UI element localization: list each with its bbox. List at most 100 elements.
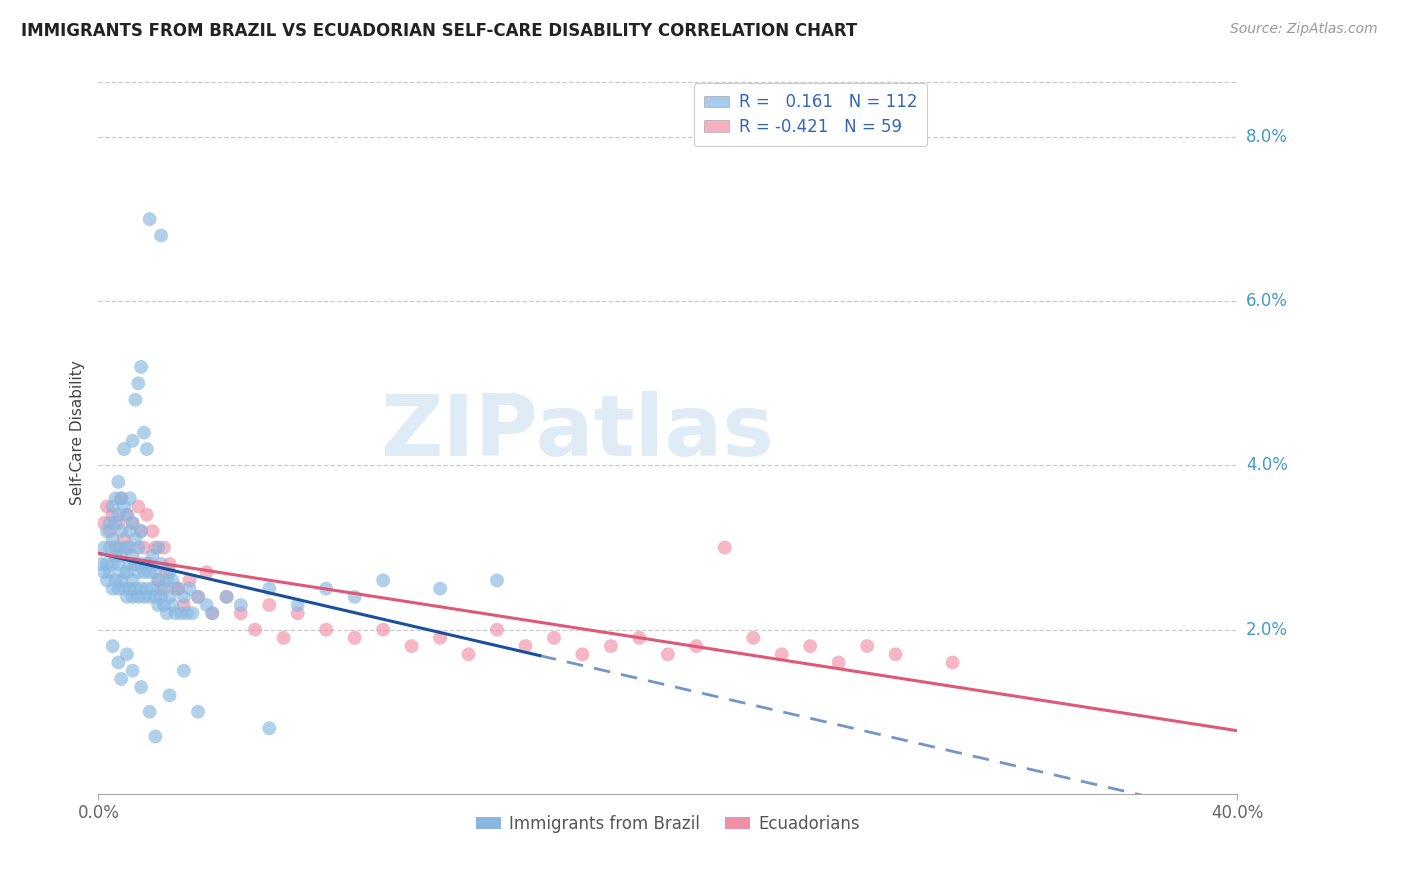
Point (110, 549, 132, 563)
Point (124, 533, 146, 547)
Point (259, 582, 281, 596)
Point (173, 590, 195, 604)
Point (215, 590, 238, 604)
Point (107, 557, 129, 571)
Point (179, 582, 201, 596)
Point (127, 565, 149, 579)
Point (429, 582, 451, 596)
Point (176, 607, 198, 621)
Point (110, 524, 132, 538)
Point (187, 590, 209, 604)
Point (173, 598, 195, 612)
Point (195, 565, 218, 579)
Point (159, 590, 181, 604)
Point (742, 631, 765, 645)
Point (127, 590, 149, 604)
Point (571, 648, 593, 662)
Point (118, 557, 141, 571)
Point (195, 598, 218, 612)
Point (121, 516, 143, 530)
Point (167, 582, 190, 596)
Point (179, 574, 201, 588)
Point (93, 541, 115, 555)
Point (101, 508, 124, 522)
Point (486, 574, 509, 588)
Point (98, 524, 121, 538)
Point (129, 582, 152, 596)
Point (110, 574, 132, 588)
Point (107, 656, 129, 670)
Point (173, 664, 195, 678)
Point (112, 533, 135, 547)
Point (150, 590, 173, 604)
Point (343, 631, 366, 645)
Point (141, 582, 163, 596)
Point (162, 598, 184, 612)
Point (150, 582, 173, 596)
Point (159, 557, 181, 571)
Point (110, 672, 132, 686)
Point (112, 582, 135, 596)
Point (153, 598, 176, 612)
Point (343, 590, 366, 604)
Point (104, 574, 127, 588)
Point (657, 648, 679, 662)
Point (115, 508, 138, 522)
Point (101, 639, 124, 653)
Point (121, 590, 143, 604)
Point (165, 607, 187, 621)
Point (135, 442, 157, 456)
Point (515, 639, 537, 653)
Point (135, 557, 157, 571)
Point (112, 500, 135, 514)
Point (770, 648, 793, 662)
Point (148, 598, 170, 612)
Point (167, 582, 190, 596)
Point (118, 491, 141, 506)
Point (243, 623, 266, 637)
Point (201, 607, 224, 621)
Point (121, 434, 143, 448)
Point (129, 524, 152, 538)
Point (110, 491, 132, 506)
Point (162, 574, 184, 588)
Point (138, 565, 160, 579)
Point (153, 541, 176, 555)
Point (159, 565, 181, 579)
Point (118, 541, 141, 555)
Point (90, 557, 112, 571)
Point (229, 607, 252, 621)
Point (145, 541, 167, 555)
Point (115, 508, 138, 522)
Point (124, 557, 146, 571)
Point (93, 565, 115, 579)
Point (884, 648, 907, 662)
Point (132, 565, 155, 579)
Point (107, 541, 129, 555)
Point (600, 639, 623, 653)
Point (115, 565, 138, 579)
Text: 4.0%: 4.0% (1246, 457, 1288, 475)
Point (104, 549, 127, 563)
Point (124, 582, 146, 596)
Point (156, 574, 179, 588)
Point (135, 582, 157, 596)
Point (628, 631, 651, 645)
Point (170, 607, 193, 621)
Point (486, 623, 509, 637)
Point (127, 541, 149, 555)
Point (121, 516, 143, 530)
Text: IMMIGRANTS FROM BRAZIL VS ECUADORIAN SELF-CARE DISABILITY CORRELATION CHART: IMMIGRANTS FROM BRAZIL VS ECUADORIAN SEL… (21, 22, 858, 40)
Point (215, 590, 238, 604)
Point (145, 730, 167, 744)
Point (145, 590, 167, 604)
Point (110, 491, 132, 506)
Point (714, 541, 737, 555)
Point (187, 705, 209, 719)
Point (856, 639, 879, 653)
Point (129, 680, 152, 694)
Point (118, 524, 141, 538)
Point (141, 524, 163, 538)
Point (145, 565, 167, 579)
Legend: Immigrants from Brazil, Ecuadorians: Immigrants from Brazil, Ecuadorians (470, 808, 866, 839)
